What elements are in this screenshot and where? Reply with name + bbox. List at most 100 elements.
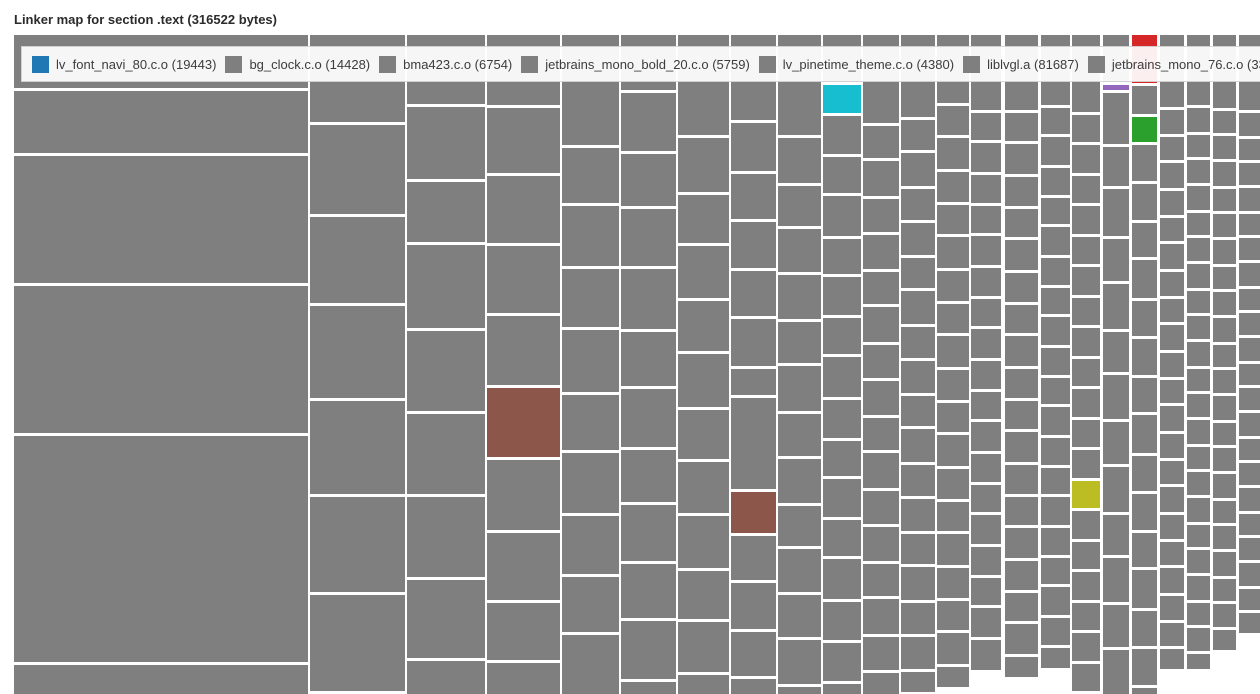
- map-cell[interactable]: [823, 602, 861, 640]
- map-cell[interactable]: [863, 307, 899, 342]
- map-cell[interactable]: [1103, 189, 1129, 236]
- map-cell[interactable]: [1005, 240, 1038, 270]
- map-cell[interactable]: [1005, 432, 1038, 462]
- map-cell[interactable]: [1213, 318, 1236, 342]
- map-cell[interactable]: [1160, 649, 1184, 669]
- map-cell[interactable]: [1187, 186, 1210, 210]
- map-cell[interactable]: [901, 396, 935, 426]
- map-cell[interactable]: [971, 206, 1001, 233]
- map-cell[interactable]: [1187, 603, 1210, 625]
- map-cell[interactable]: [562, 577, 619, 632]
- map-cell[interactable]: [778, 459, 821, 503]
- map-cell-highlight[interactable]: [823, 85, 861, 113]
- map-cell[interactable]: [778, 595, 821, 637]
- map-cell[interactable]: [1187, 628, 1210, 651]
- map-cell[interactable]: [778, 549, 821, 592]
- map-cell[interactable]: [1239, 113, 1260, 136]
- map-cell[interactable]: [863, 126, 899, 158]
- map-cell[interactable]: [407, 414, 485, 494]
- map-cell[interactable]: [778, 138, 821, 183]
- map-cell[interactable]: [1239, 238, 1260, 260]
- map-cell[interactable]: [1160, 461, 1184, 484]
- map-cell[interactable]: [621, 93, 676, 151]
- map-cell[interactable]: [731, 123, 776, 171]
- map-cell[interactable]: [621, 154, 676, 206]
- map-cell[interactable]: [1213, 136, 1236, 159]
- map-cell[interactable]: [937, 138, 969, 169]
- map-cell[interactable]: [1103, 422, 1129, 464]
- map-cell[interactable]: [863, 637, 899, 670]
- map-cell[interactable]: [1132, 339, 1157, 375]
- map-cell[interactable]: [407, 107, 485, 179]
- map-cell[interactable]: [937, 568, 969, 598]
- map-cell[interactable]: [487, 603, 560, 660]
- map-cell[interactable]: [1187, 394, 1210, 417]
- map-cell[interactable]: [937, 106, 969, 135]
- map-cell[interactable]: [1072, 603, 1100, 630]
- map-cell[interactable]: [778, 687, 821, 694]
- map-cell[interactable]: [901, 567, 935, 600]
- map-cell[interactable]: [823, 400, 861, 438]
- map-cell[interactable]: [1213, 448, 1236, 471]
- map-cell[interactable]: [310, 497, 405, 592]
- map-cell[interactable]: [971, 175, 1001, 203]
- map-cell[interactable]: [1239, 289, 1260, 310]
- map-cell[interactable]: [407, 245, 485, 328]
- map-cell[interactable]: [1005, 561, 1038, 590]
- map-cell[interactable]: [901, 672, 935, 692]
- map-cell[interactable]: [1041, 198, 1070, 224]
- map-cell[interactable]: [678, 246, 729, 298]
- map-cell[interactable]: [1160, 568, 1184, 593]
- map-cell[interactable]: [1041, 618, 1070, 645]
- map-cell[interactable]: [1239, 263, 1260, 286]
- map-cell[interactable]: [310, 306, 405, 398]
- map-cell[interactable]: [1072, 176, 1100, 203]
- map-cell[interactable]: [1072, 420, 1100, 447]
- map-cell[interactable]: [1187, 447, 1210, 469]
- map-cell[interactable]: [562, 206, 619, 266]
- map-cell[interactable]: [823, 479, 861, 517]
- map-cell[interactable]: [1160, 325, 1184, 350]
- map-cell[interactable]: [971, 113, 1001, 140]
- map-cell[interactable]: [1103, 558, 1129, 602]
- map-cell[interactable]: [1213, 240, 1236, 264]
- map-cell[interactable]: [971, 515, 1001, 544]
- map-cell[interactable]: [1187, 316, 1210, 339]
- map-cell[interactable]: [731, 398, 776, 489]
- map-cell[interactable]: [937, 205, 969, 234]
- map-cell[interactable]: [678, 138, 729, 192]
- map-cell[interactable]: [937, 336, 969, 367]
- map-cell[interactable]: [863, 453, 899, 488]
- map-cell[interactable]: [1239, 488, 1260, 511]
- map-cell[interactable]: [1072, 237, 1100, 264]
- map-cell[interactable]: [1041, 438, 1070, 465]
- map-cell[interactable]: [14, 156, 308, 283]
- map-cell-highlight[interactable]: [1103, 85, 1129, 90]
- map-cell[interactable]: [310, 401, 405, 494]
- map-cell[interactable]: [971, 268, 1001, 296]
- map-cell[interactable]: [1187, 420, 1210, 444]
- map-cell[interactable]: [1132, 456, 1157, 491]
- map-cell[interactable]: [901, 327, 935, 358]
- map-cell-highlight[interactable]: [487, 388, 560, 457]
- map-cell[interactable]: [971, 578, 1001, 605]
- map-cell[interactable]: [1103, 332, 1129, 372]
- map-cell[interactable]: [1239, 413, 1260, 436]
- map-cell[interactable]: [1103, 239, 1129, 281]
- map-cell[interactable]: [1160, 110, 1184, 134]
- map-cell[interactable]: [731, 632, 776, 676]
- map-cell[interactable]: [562, 269, 619, 327]
- map-cell[interactable]: [621, 389, 676, 447]
- map-cell[interactable]: [1187, 108, 1210, 132]
- map-cell[interactable]: [1005, 336, 1038, 366]
- map-cell[interactable]: [562, 516, 619, 574]
- map-cell[interactable]: [937, 370, 969, 400]
- map-cell[interactable]: [407, 580, 485, 658]
- map-cell[interactable]: [937, 271, 969, 301]
- map-cell[interactable]: [1005, 465, 1038, 494]
- map-cell[interactable]: [621, 209, 676, 266]
- map-cell[interactable]: [1160, 163, 1184, 188]
- map-cell[interactable]: [1041, 558, 1070, 584]
- map-cell[interactable]: [562, 148, 619, 203]
- map-cell[interactable]: [1187, 238, 1210, 261]
